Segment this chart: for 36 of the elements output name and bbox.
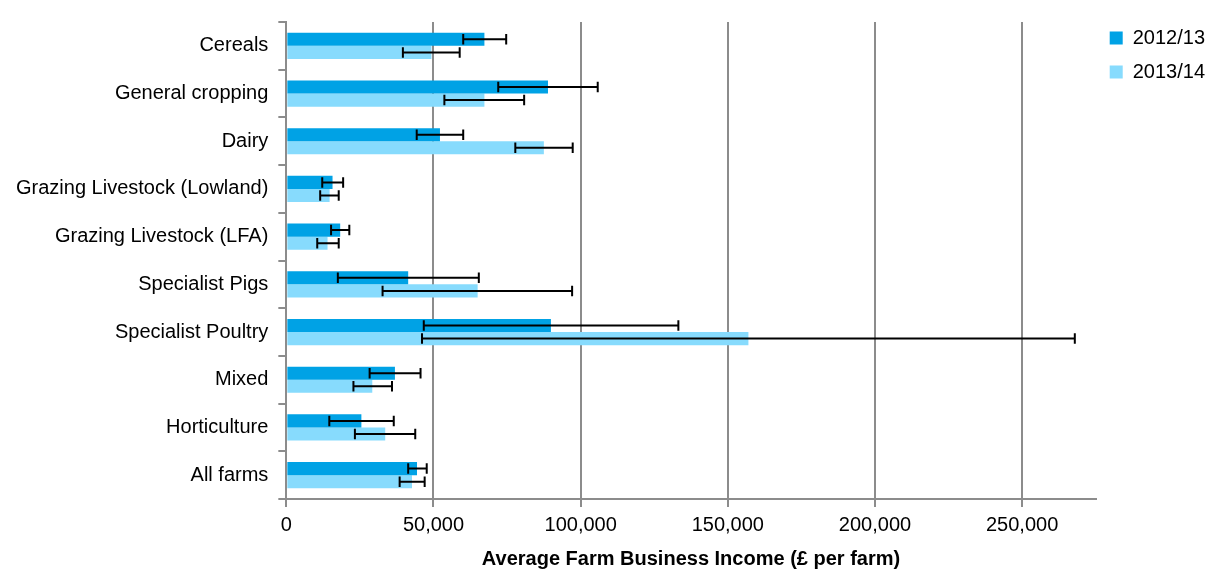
bar: [287, 80, 548, 94]
legend-label: 2013/14: [1132, 59, 1205, 82]
x-tick-label: 100,000: [544, 512, 617, 535]
y-tick-label: Specialist Poultry: [114, 319, 269, 342]
x-tick-label: 150,000: [691, 512, 764, 535]
y-tick-label: All farms: [190, 462, 269, 485]
y-tick-label: Grazing Livestock (Lowland): [15, 176, 269, 199]
x-axis-title: Average Farm Business Income (£ per farm): [481, 546, 901, 569]
bar: [287, 141, 544, 155]
bar: [287, 414, 362, 428]
bar: [287, 188, 330, 203]
bar: [287, 379, 373, 393]
bar: [287, 128, 440, 142]
bar: [287, 223, 341, 237]
x-tick-label: 200,000: [838, 512, 912, 535]
bar: [287, 475, 413, 489]
y-tick-label: Mixed: [214, 367, 269, 390]
bar: [287, 236, 328, 250]
bar: [287, 284, 478, 298]
y-tick-label: Specialist Pigs: [138, 271, 269, 294]
y-tick-label: Dairy: [221, 128, 269, 151]
bar: [287, 366, 395, 380]
bar: [287, 32, 485, 46]
legend-label: 2012/13: [1132, 25, 1205, 48]
bar: [287, 462, 418, 476]
bar: [287, 427, 386, 441]
bar: [287, 175, 333, 189]
x-tick-label: 250,000: [985, 512, 1059, 535]
x-tick-label: 0: [280, 512, 292, 535]
y-tick-label: Cereals: [199, 33, 269, 56]
x-tick-label: 50,000: [402, 512, 465, 535]
y-tick-label: Horticulture: [166, 414, 269, 437]
bar: [287, 93, 485, 107]
bar: [287, 45, 432, 59]
y-tick-label: Grazing Livestock (LFA): [54, 224, 269, 247]
y-tick-label: General cropping: [114, 81, 269, 104]
